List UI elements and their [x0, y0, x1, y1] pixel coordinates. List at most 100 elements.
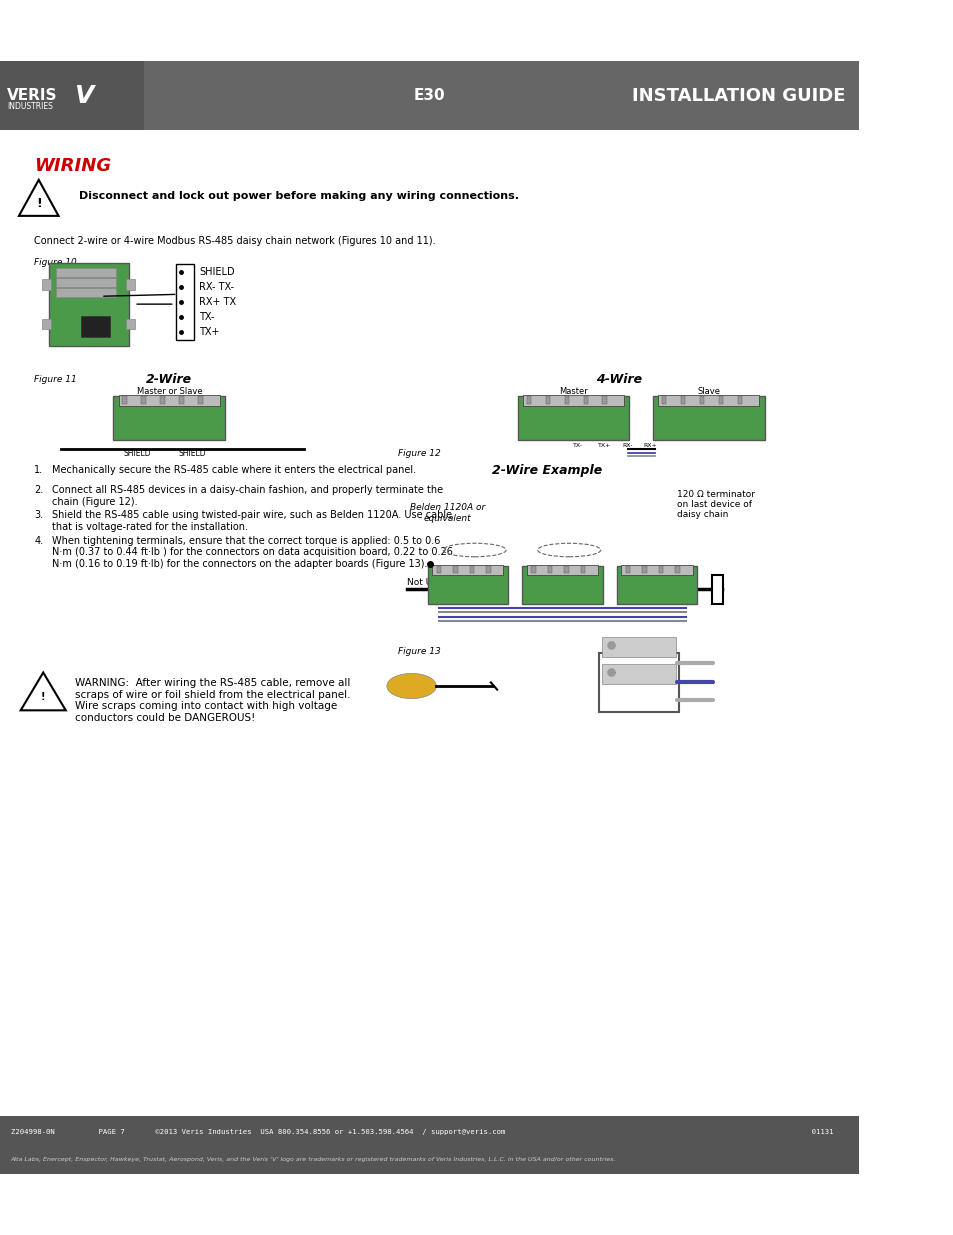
Text: 4-Wire: 4-Wire [595, 373, 641, 385]
Text: Figure 13: Figure 13 [397, 647, 440, 656]
FancyBboxPatch shape [522, 395, 623, 406]
Text: TX+: TX+ [598, 443, 611, 448]
Text: INSTALLATION GUIDE: INSTALLATION GUIDE [632, 86, 844, 105]
FancyBboxPatch shape [486, 566, 490, 573]
FancyBboxPatch shape [563, 566, 568, 573]
FancyBboxPatch shape [601, 637, 676, 657]
FancyBboxPatch shape [198, 396, 202, 404]
FancyBboxPatch shape [517, 396, 629, 440]
FancyBboxPatch shape [641, 566, 646, 573]
Text: Figure 10: Figure 10 [34, 258, 77, 267]
FancyBboxPatch shape [175, 263, 193, 340]
FancyBboxPatch shape [453, 566, 457, 573]
Text: −: − [607, 641, 615, 651]
FancyBboxPatch shape [122, 396, 127, 404]
Text: 2.: 2. [34, 485, 44, 495]
FancyBboxPatch shape [526, 396, 531, 404]
FancyBboxPatch shape [113, 396, 225, 440]
Text: When tightening terminals, ensure that the correct torque is applied: 0.5 to 0.6: When tightening terminals, ensure that t… [52, 536, 453, 569]
FancyBboxPatch shape [737, 396, 741, 404]
Text: Belden 1120A or
equivalent: Belden 1120A or equivalent [410, 503, 485, 522]
Text: Slave: Slave [697, 387, 720, 396]
Text: VERIS: VERIS [8, 89, 57, 104]
Text: 4.: 4. [34, 536, 43, 546]
FancyBboxPatch shape [601, 664, 676, 684]
Text: Z204998-0N          PAGE 7       ©2013 Veris Industries  USA 800.354.8556 or +1.: Z204998-0N PAGE 7 ©2013 Veris Industries… [10, 1129, 832, 1135]
Text: E30: E30 [414, 89, 445, 104]
Text: RX+ TX: RX+ TX [199, 296, 236, 306]
FancyBboxPatch shape [699, 396, 703, 404]
FancyBboxPatch shape [436, 566, 441, 573]
FancyBboxPatch shape [526, 566, 598, 576]
FancyBboxPatch shape [49, 263, 129, 346]
FancyBboxPatch shape [522, 566, 602, 604]
FancyBboxPatch shape [620, 566, 692, 576]
FancyBboxPatch shape [469, 566, 474, 573]
FancyBboxPatch shape [598, 652, 679, 713]
Circle shape [607, 642, 615, 650]
Text: WARNING:  After wiring the RS-485 cable, remove all
scraps of wire or foil shiel: WARNING: After wiring the RS-485 cable, … [74, 678, 350, 722]
FancyBboxPatch shape [601, 396, 606, 404]
Text: Shield the RS-485 cable using twisted-pair wire, such as Belden 1120A. Use cable: Shield the RS-485 cable using twisted-pa… [52, 510, 452, 532]
FancyBboxPatch shape [160, 396, 165, 404]
FancyBboxPatch shape [56, 268, 116, 277]
FancyBboxPatch shape [0, 1115, 859, 1173]
Text: 2-Wire Example: 2-Wire Example [491, 464, 601, 478]
Text: Alta Labs, Enercept, Enspector, Hawkeye, Trustat, Aerospond, Veris, and the Veri: Alta Labs, Enercept, Enspector, Hawkeye,… [10, 1157, 616, 1162]
Text: TX-: TX- [573, 443, 582, 448]
FancyBboxPatch shape [718, 396, 722, 404]
FancyBboxPatch shape [564, 396, 569, 404]
FancyBboxPatch shape [580, 566, 584, 573]
Text: RX+: RX+ [642, 443, 657, 448]
Text: +: + [607, 668, 615, 678]
Text: INDUSTRIES: INDUSTRIES [8, 103, 53, 111]
FancyBboxPatch shape [56, 288, 116, 296]
FancyBboxPatch shape [661, 396, 666, 404]
FancyBboxPatch shape [427, 566, 507, 604]
FancyBboxPatch shape [42, 319, 51, 330]
FancyBboxPatch shape [625, 566, 630, 573]
FancyBboxPatch shape [56, 278, 116, 287]
FancyBboxPatch shape [119, 395, 219, 406]
Text: Disconnect and lock out power before making any wiring connections.: Disconnect and lock out power before mak… [79, 191, 518, 201]
FancyBboxPatch shape [658, 395, 759, 406]
Text: 120 Ω terminator
on last device of
daisy chain: 120 Ω terminator on last device of daisy… [677, 489, 755, 520]
FancyBboxPatch shape [432, 566, 503, 576]
Text: Figure 11: Figure 11 [34, 375, 77, 384]
Text: RX- TX-: RX- TX- [199, 282, 233, 291]
FancyBboxPatch shape [675, 566, 679, 573]
Text: Connect 2-wire or 4-wire Modbus RS-485 daisy chain network (Figures 10 and 11).: Connect 2-wire or 4-wire Modbus RS-485 d… [34, 236, 436, 246]
FancyBboxPatch shape [583, 396, 587, 404]
Text: SHIELD: SHIELD [199, 267, 234, 277]
Text: Figure 12: Figure 12 [397, 450, 440, 458]
FancyBboxPatch shape [81, 316, 110, 337]
Text: Master: Master [558, 387, 587, 396]
FancyBboxPatch shape [179, 396, 184, 404]
Text: SHIELD: SHIELD [178, 450, 206, 458]
FancyBboxPatch shape [126, 319, 135, 330]
FancyBboxPatch shape [680, 396, 684, 404]
Text: WIRING: WIRING [34, 157, 112, 175]
Text: 1.: 1. [34, 466, 43, 475]
Text: TX-: TX- [199, 311, 214, 322]
FancyBboxPatch shape [531, 566, 536, 573]
Text: Master or Slave: Master or Slave [136, 387, 202, 396]
FancyBboxPatch shape [42, 279, 51, 290]
FancyBboxPatch shape [617, 566, 697, 604]
FancyBboxPatch shape [712, 574, 722, 604]
FancyBboxPatch shape [141, 396, 146, 404]
FancyBboxPatch shape [547, 566, 552, 573]
Text: V: V [73, 84, 93, 107]
Text: Connect all RS-485 devices in a daisy-chain fashion, and properly terminate the
: Connect all RS-485 devices in a daisy-ch… [52, 485, 443, 506]
Text: SHIELD: SHIELD [124, 450, 152, 458]
Circle shape [607, 669, 615, 676]
Text: !: ! [41, 692, 46, 701]
Text: Not Used: Not Used [407, 578, 448, 587]
FancyBboxPatch shape [659, 566, 662, 573]
FancyBboxPatch shape [545, 396, 550, 404]
FancyBboxPatch shape [652, 396, 763, 440]
Text: Mechanically secure the RS-485 cable where it enters the electrical panel.: Mechanically secure the RS-485 cable whe… [52, 466, 416, 475]
Text: TX+: TX+ [199, 327, 219, 337]
Text: 2-Wire: 2-Wire [146, 373, 193, 385]
FancyBboxPatch shape [0, 62, 144, 131]
